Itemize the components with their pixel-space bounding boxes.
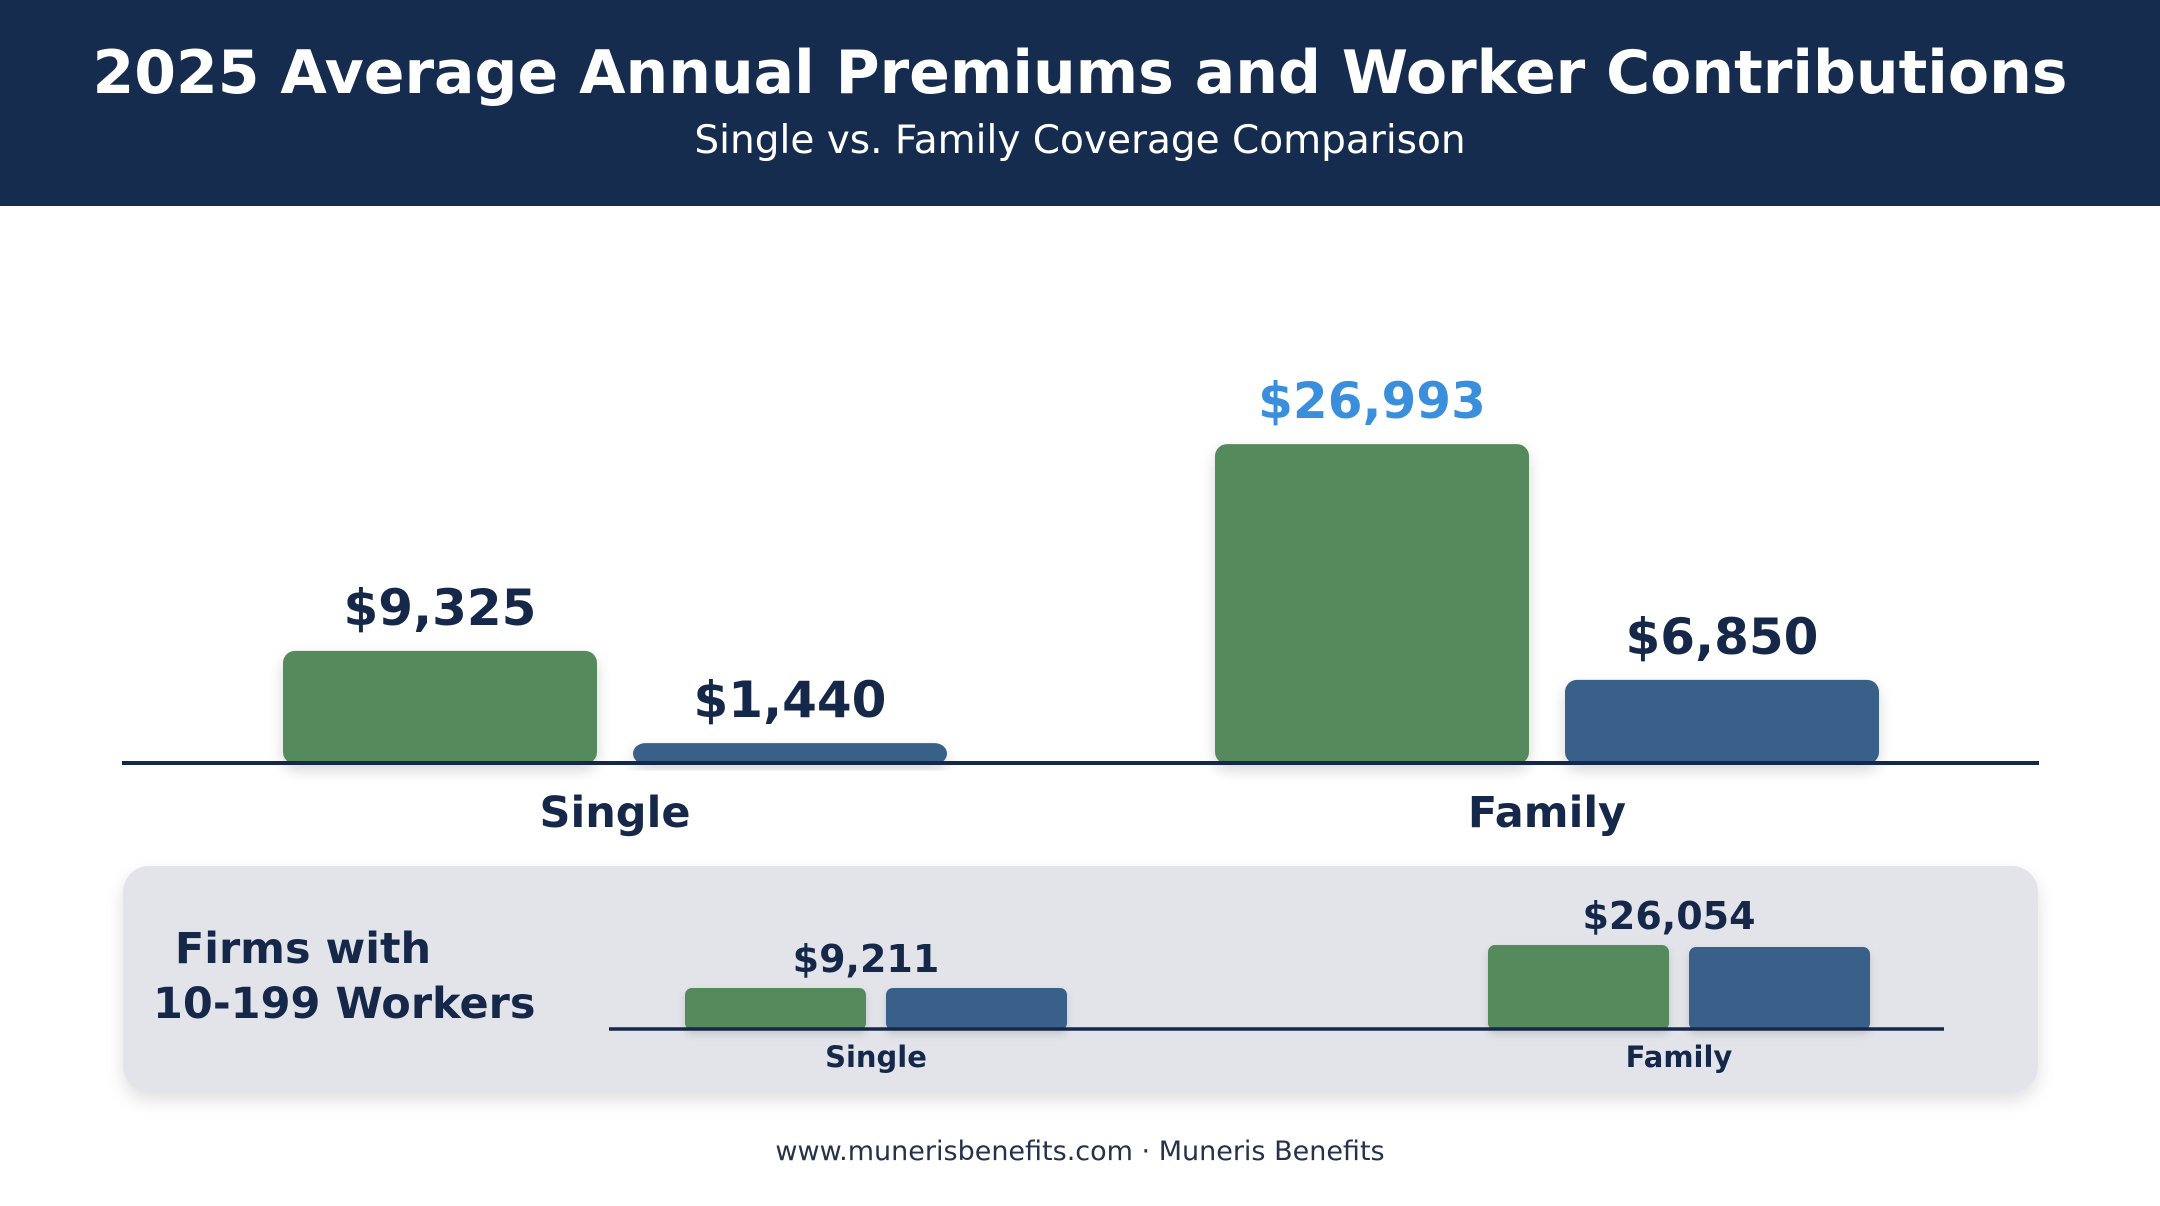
page-subtitle: Single vs. Family Coverage Comparison <box>694 118 1466 163</box>
category-label-family: Family <box>1468 788 1626 838</box>
main-bar-chart: $9,325 $1,440 Single $26,993 $6,850 Family <box>122 372 2039 838</box>
sub-category-label-family: Family <box>1626 1040 1733 1074</box>
page-title: 2025 Average Annual Premiums and Worker … <box>92 38 2068 108</box>
header-banner: 2025 Average Annual Premiums and Worker … <box>0 0 2160 206</box>
bar-single-1 <box>633 743 947 764</box>
sub-bar-single-1 <box>886 988 1067 1030</box>
data-label-family-1: $6,850 <box>1626 608 1819 666</box>
small-firms-bar-chart: $9,211 Single $26,054 Family <box>609 894 1944 1074</box>
sub-data-label-family: $26,054 <box>1582 894 1755 938</box>
sub-bar-single-0 <box>685 988 866 1030</box>
sub-data-label-single: $9,211 <box>793 937 940 981</box>
small-firms-panel: Firms with 10-199 Workers $9,211 Single $2… <box>123 866 2038 1092</box>
footer-attribution: www.munerisbenefits.com · Muneris Benefi… <box>775 1136 1385 1167</box>
sub-category-label-single: Single <box>825 1040 927 1074</box>
category-label-single: Single <box>539 788 690 838</box>
sub-bar-family-1 <box>1689 947 1870 1030</box>
bar-single-0 <box>283 650 597 764</box>
bar-family-1 <box>1565 679 1879 764</box>
sub-bar-family-0 <box>1488 945 1669 1030</box>
panel-label-line-1: Firms with <box>174 924 432 974</box>
data-label-single-1: $1,440 <box>694 671 887 729</box>
data-label-single-0: $9,325 <box>344 579 537 637</box>
bar-family-0 <box>1215 444 1529 764</box>
data-label-family-0: $26,993 <box>1258 372 1486 430</box>
